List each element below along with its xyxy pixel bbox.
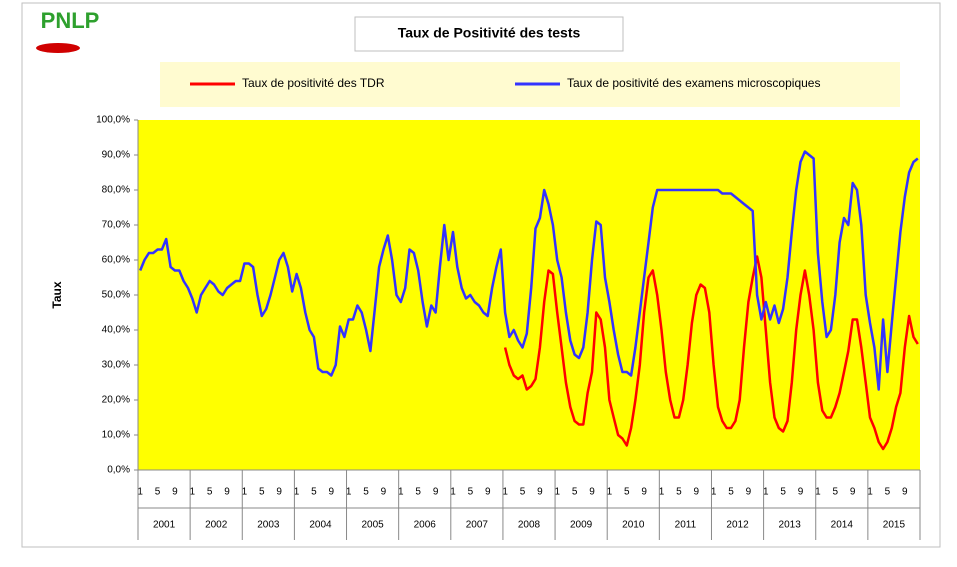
legend-label: Taux de positivité des examens microscop…: [567, 76, 820, 90]
x-tick-label: 9: [276, 487, 282, 498]
plot-area: [138, 120, 920, 470]
y-tick-label: 10,0%: [102, 430, 130, 441]
year-label: 2012: [726, 520, 749, 531]
year-label: 2015: [883, 520, 906, 531]
x-tick-label: 5: [415, 487, 421, 498]
x-tick-label: 5: [259, 487, 265, 498]
x-tick-label: 1: [763, 487, 769, 498]
year-label: 2001: [153, 520, 176, 531]
logo-mark: [36, 43, 80, 53]
x-tick-label: 5: [363, 487, 369, 498]
x-tick-label: 5: [624, 487, 630, 498]
x-tick-label: 1: [190, 487, 196, 498]
year-label: 2011: [675, 520, 697, 531]
y-tick-label: 80,0%: [102, 185, 130, 196]
x-tick-label: 1: [815, 487, 821, 498]
y-tick-label: 90,0%: [102, 150, 130, 161]
y-tick-label: 30,0%: [102, 360, 130, 371]
x-tick-label: 1: [554, 487, 560, 498]
legend-label: Taux de positivité des TDR: [242, 76, 385, 90]
x-tick-label: 9: [902, 487, 908, 498]
x-tick-label: 5: [520, 487, 526, 498]
x-tick-label: 1: [711, 487, 717, 498]
x-tick-label: 9: [329, 487, 335, 498]
x-tick-label: 1: [502, 487, 508, 498]
x-tick-label: 9: [850, 487, 856, 498]
x-tick-label: 1: [867, 487, 873, 498]
x-tick-label: 5: [885, 487, 891, 498]
x-tick-label: 5: [468, 487, 474, 498]
series-line: [503, 255, 919, 451]
x-tick-label: 9: [172, 487, 178, 498]
y-tick-label: 20,0%: [102, 395, 130, 406]
year-label: 2004: [309, 520, 332, 531]
y-tick-label: 60,0%: [102, 255, 130, 266]
year-label: 2003: [257, 520, 280, 531]
x-tick-label: 9: [537, 487, 543, 498]
x-tick-label: 9: [746, 487, 752, 498]
x-tick-label: 1: [398, 487, 404, 498]
x-tick-label: 5: [676, 487, 682, 498]
x-tick-label: 1: [294, 487, 300, 498]
year-label: 2005: [361, 520, 384, 531]
y-tick-label: 70,0%: [102, 220, 130, 231]
x-tick-label: 1: [242, 487, 248, 498]
year-label: 2008: [518, 520, 541, 531]
series-line: [139, 150, 919, 391]
y-tick-label: 40,0%: [102, 325, 130, 336]
x-tick-label: 5: [833, 487, 839, 498]
x-tick-label: 9: [589, 487, 595, 498]
x-tick-label: 5: [572, 487, 578, 498]
x-tick-label: 5: [780, 487, 786, 498]
y-tick-label: 100,0%: [96, 115, 130, 126]
x-tick-label: 5: [155, 487, 161, 498]
title-box: [354, 16, 624, 52]
y-tick-label: 50,0%: [102, 290, 130, 301]
x-tick-label: 9: [798, 487, 804, 498]
x-tick-label: 9: [224, 487, 230, 498]
year-label: 2009: [570, 520, 593, 531]
year-label: 2002: [205, 520, 228, 531]
x-tick-label: 5: [728, 487, 734, 498]
x-tick-label: 9: [485, 487, 491, 498]
chart-title: Taux de Positivité des tests: [398, 25, 581, 41]
x-tick-label: 1: [659, 487, 665, 498]
x-tick-label: 1: [137, 487, 143, 498]
x-tick-label: 5: [311, 487, 317, 498]
year-label: 2007: [466, 520, 489, 531]
x-tick-label: 9: [693, 487, 699, 498]
x-tick-label: 5: [207, 487, 213, 498]
year-label: 2014: [831, 520, 854, 531]
logo: PNLP: [41, 8, 100, 33]
y-axis-label: Taux: [50, 281, 64, 308]
x-tick-label: 9: [381, 487, 387, 498]
x-tick-label: 1: [450, 487, 456, 498]
year-label: 2006: [414, 520, 437, 531]
y-tick-label: 0,0%: [107, 465, 130, 476]
x-tick-label: 9: [433, 487, 439, 498]
x-tick-label: 9: [641, 487, 647, 498]
x-tick-label: 1: [607, 487, 613, 498]
x-tick-label: 1: [346, 487, 352, 498]
year-label: 2010: [622, 520, 645, 531]
year-label: 2013: [779, 520, 802, 531]
